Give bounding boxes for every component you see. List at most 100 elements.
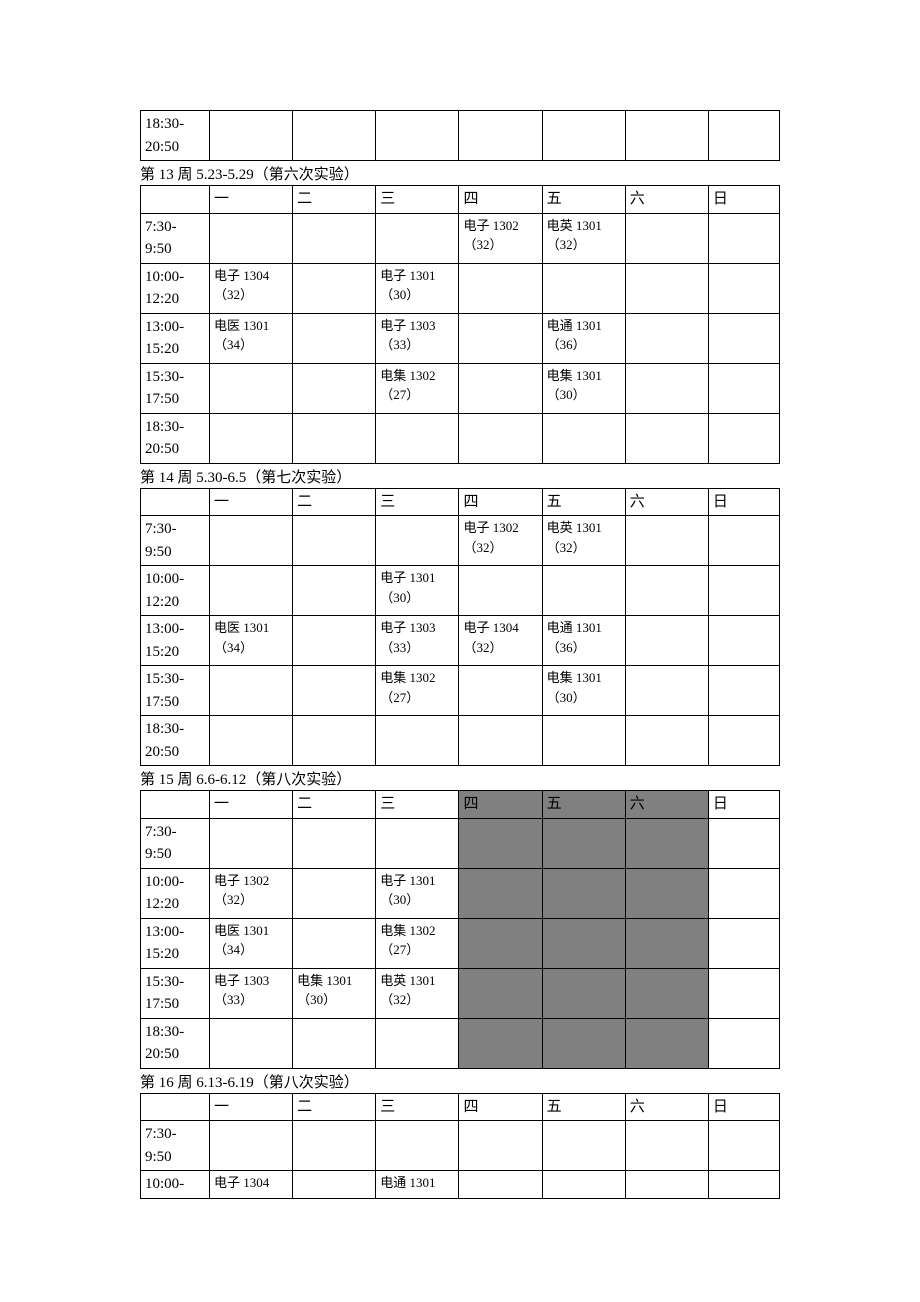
class-count: （36） xyxy=(547,638,621,658)
schedule-cell xyxy=(708,1171,779,1199)
schedule-cell xyxy=(625,868,708,918)
day-header: 四 xyxy=(459,791,542,819)
schedule-cell: 电集 1301（30） xyxy=(542,363,625,413)
time-cell: 7:30-9:50 xyxy=(141,1121,210,1171)
time-cell: 18:30-20:50 xyxy=(141,1018,210,1068)
schedule-cell: 电子 1301（30） xyxy=(376,868,459,918)
day-header: 日 xyxy=(708,488,779,516)
day-header: 三 xyxy=(376,186,459,214)
day-header: 五 xyxy=(542,186,625,214)
header-blank xyxy=(141,186,210,214)
day-header: 四 xyxy=(459,488,542,516)
class-name: 电子 1301 xyxy=(380,871,454,891)
schedule-cell xyxy=(542,1018,625,1068)
class-name: 电集 1301 xyxy=(547,366,621,386)
table-row: 7:30-9:50电子 1302（32）电英 1301（32） xyxy=(141,213,780,263)
schedule-cell: 电子 1304（32） xyxy=(459,616,542,666)
schedule-cell xyxy=(459,363,542,413)
schedule-cell xyxy=(376,413,459,463)
schedule-cell xyxy=(542,868,625,918)
schedule-cell xyxy=(209,516,292,566)
schedule-cell xyxy=(542,1171,625,1199)
table-row: 10:00-电子 1304 电通 1301 xyxy=(141,1171,780,1199)
schedule-cell xyxy=(708,666,779,716)
day-header: 四 xyxy=(459,1093,542,1121)
schedule-cell xyxy=(376,716,459,766)
table-row: 18:30-20:50 xyxy=(141,413,780,463)
class-count: （30） xyxy=(547,385,621,405)
class-count: （34） xyxy=(214,638,288,658)
day-header: 三 xyxy=(376,1093,459,1121)
schedule-cell xyxy=(459,313,542,363)
class-name: 电子 1303 xyxy=(214,971,288,991)
header-row: 一二三四五六日 xyxy=(141,1093,780,1121)
schedule-cell xyxy=(708,1121,779,1171)
class-name: 电集 1302 xyxy=(380,366,454,386)
table-row: 15:30-17:50电子 1303（33）电集 1301（30）电英 1301… xyxy=(141,968,780,1018)
day-header: 六 xyxy=(625,186,708,214)
schedule-cell xyxy=(293,818,376,868)
class-count: （30） xyxy=(380,890,454,910)
class-name: 电子 1302 xyxy=(214,871,288,891)
class-name: 电集 1302 xyxy=(380,921,454,941)
schedule-cell xyxy=(708,918,779,968)
schedule-cell xyxy=(209,1018,292,1068)
schedule-cell xyxy=(293,213,376,263)
table-row: 15:30-17:50电集 1302（27）电集 1301（30） xyxy=(141,363,780,413)
schedule-cell xyxy=(625,666,708,716)
class-name: 电英 1301 xyxy=(547,216,621,236)
class-count: （32） xyxy=(380,990,454,1010)
cell xyxy=(209,111,292,161)
schedule-cell xyxy=(209,413,292,463)
class-count: （30） xyxy=(380,588,454,608)
schedule-cell xyxy=(625,968,708,1018)
time-cell: 18:30-20:50 xyxy=(141,111,210,161)
schedule-cell xyxy=(542,818,625,868)
table-row: 15:30-17:50电集 1302（27）电集 1301（30） xyxy=(141,666,780,716)
schedule-cell xyxy=(376,213,459,263)
schedule-cell xyxy=(625,566,708,616)
schedule-cell xyxy=(708,968,779,1018)
week-table: 一二三四五六日7:30-9:50电子 1302（32）电英 1301（32）10… xyxy=(140,185,780,464)
schedule-cell xyxy=(459,918,542,968)
schedule-cell xyxy=(293,918,376,968)
class-count: （36） xyxy=(547,335,621,355)
schedule-cell xyxy=(708,716,779,766)
schedule-cell: 电子 1301（30） xyxy=(376,263,459,313)
class-name: 电集 1302 xyxy=(380,668,454,688)
time-cell: 7:30-9:50 xyxy=(141,516,210,566)
day-header: 二 xyxy=(293,791,376,819)
schedule-cell: 电集 1301（30） xyxy=(542,666,625,716)
class-count: （34） xyxy=(214,335,288,355)
day-header: 日 xyxy=(708,1093,779,1121)
schedule-cell: 电集 1302（27） xyxy=(376,918,459,968)
schedule-cell xyxy=(293,868,376,918)
header-row: 一二三四五六日 xyxy=(141,186,780,214)
class-name: 电子 1304 xyxy=(214,1173,288,1193)
cell xyxy=(376,111,459,161)
schedule-cell: 电通 1301（36） xyxy=(542,616,625,666)
schedule-cell xyxy=(708,413,779,463)
schedule-cell: 电子 1303（33） xyxy=(209,968,292,1018)
schedule-cell xyxy=(708,363,779,413)
table-row: 7:30-9:50 xyxy=(141,1121,780,1171)
table-row: 7:30-9:50电子 1302（32）电英 1301（32） xyxy=(141,516,780,566)
class-name: 电集 1301 xyxy=(297,971,371,991)
schedule-cell xyxy=(708,818,779,868)
class-name: 电通 1301 xyxy=(547,316,621,336)
day-header: 日 xyxy=(708,791,779,819)
day-header: 四 xyxy=(459,186,542,214)
time-cell: 10:00- xyxy=(141,1171,210,1199)
week-table: 一二三四五六日7:30-9:50电子 1302（32）电英 1301（32）10… xyxy=(140,488,780,767)
table-row: 7:30-9:50 xyxy=(141,818,780,868)
class-name: 电子 1302 xyxy=(463,216,537,236)
schedule-cell xyxy=(625,213,708,263)
class-count: （32） xyxy=(463,638,537,658)
class-name: 电通 1301 xyxy=(380,1173,454,1193)
schedule-cell xyxy=(708,868,779,918)
table-row: 13:00-15:20电医 1301（34）电子 1303（33）电通 1301… xyxy=(141,313,780,363)
time-cell: 10:00-12:20 xyxy=(141,566,210,616)
schedule-cell xyxy=(209,566,292,616)
day-header: 一 xyxy=(209,1093,292,1121)
schedule-cell xyxy=(209,1121,292,1171)
